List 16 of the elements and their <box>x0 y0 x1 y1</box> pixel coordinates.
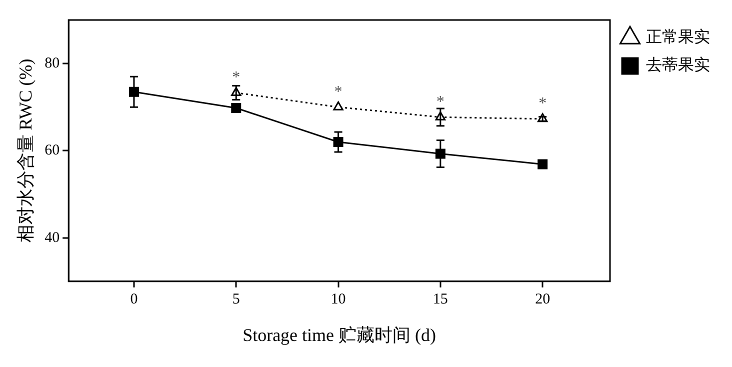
x-tick-label: 20 <box>535 291 550 308</box>
y-tick-label: 60 <box>44 142 60 159</box>
legend-label: 去蒂果实 <box>646 56 710 74</box>
x-tick-label: 15 <box>432 291 448 308</box>
annotation: * <box>232 68 240 86</box>
x-axis-title: Storage time 贮藏时间 (d) <box>242 324 436 345</box>
annotation: * <box>436 93 444 110</box>
annotation: * <box>538 95 547 112</box>
y-tick-label: 40 <box>44 230 60 246</box>
x-tick-label: 5 <box>232 291 240 308</box>
annotation: * <box>334 83 342 100</box>
y-tick-label: 80 <box>44 56 60 72</box>
legend-label: 正常果实 <box>646 28 710 46</box>
x-tick-label: 0 <box>130 291 138 308</box>
x-tick-label: 10 <box>330 291 346 308</box>
y-axis-title: 相对水分含量 RWC (%) <box>16 58 36 243</box>
